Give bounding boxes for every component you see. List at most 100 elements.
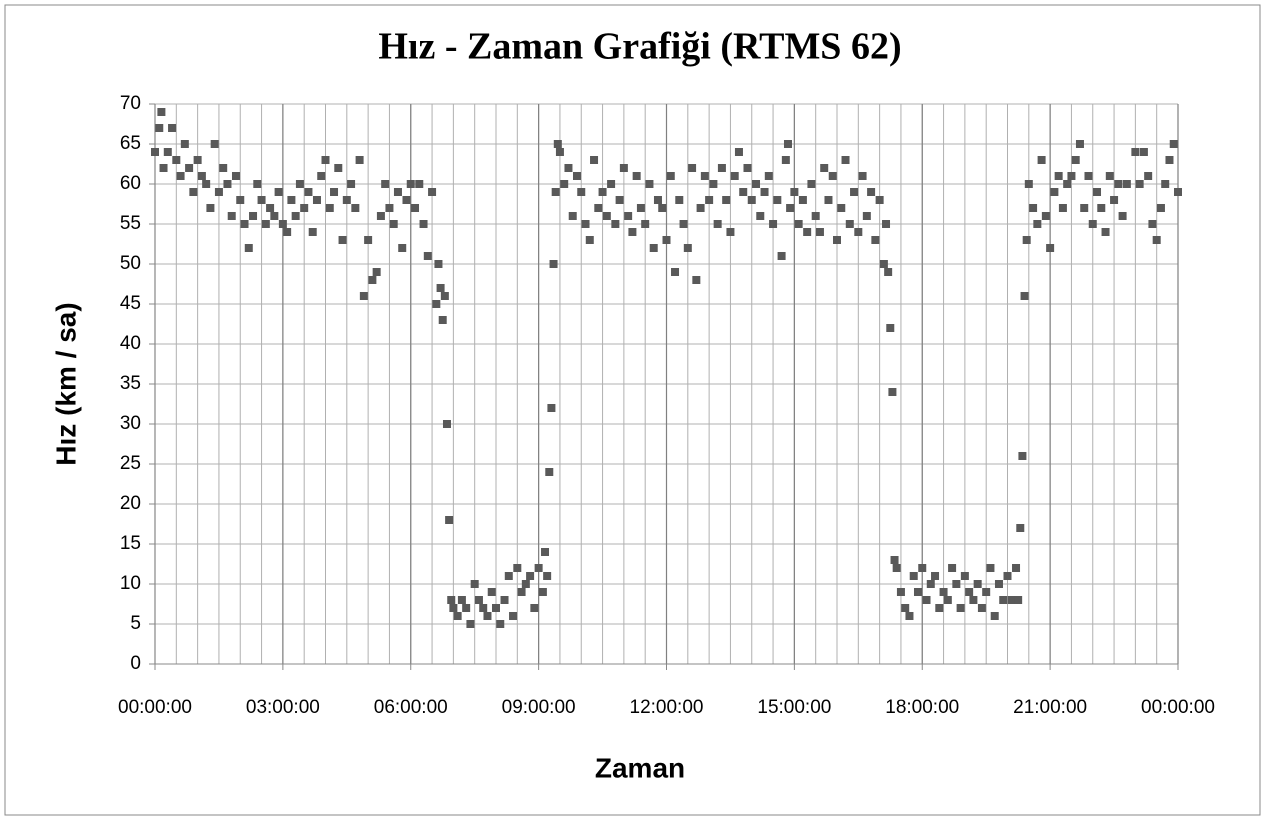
point bbox=[879, 260, 888, 268]
point bbox=[240, 220, 249, 228]
point bbox=[602, 212, 611, 220]
point bbox=[700, 172, 709, 180]
point bbox=[219, 164, 228, 172]
point bbox=[1088, 220, 1097, 228]
point bbox=[308, 228, 317, 236]
point bbox=[752, 180, 761, 188]
point bbox=[261, 220, 270, 228]
point bbox=[709, 180, 718, 188]
point bbox=[189, 188, 198, 196]
point bbox=[483, 612, 492, 620]
point bbox=[359, 292, 368, 300]
point bbox=[159, 164, 168, 172]
point bbox=[1054, 172, 1063, 180]
point bbox=[157, 108, 166, 116]
point bbox=[549, 260, 558, 268]
point bbox=[994, 580, 1003, 588]
point bbox=[798, 196, 807, 204]
point bbox=[747, 196, 756, 204]
point bbox=[1063, 180, 1072, 188]
point bbox=[786, 204, 795, 212]
point bbox=[882, 220, 891, 228]
y-tick-label: 30 bbox=[120, 413, 141, 434]
point bbox=[1084, 172, 1093, 180]
point bbox=[671, 268, 680, 276]
point bbox=[560, 180, 569, 188]
point bbox=[662, 236, 671, 244]
point bbox=[274, 188, 283, 196]
point bbox=[901, 604, 910, 612]
y-tick-label: 65 bbox=[120, 133, 141, 154]
point bbox=[888, 388, 897, 396]
point bbox=[922, 596, 931, 604]
point bbox=[278, 220, 287, 228]
point bbox=[1093, 188, 1102, 196]
point bbox=[1144, 172, 1153, 180]
point bbox=[1156, 204, 1165, 212]
point bbox=[585, 236, 594, 244]
point bbox=[717, 164, 726, 172]
point bbox=[1110, 196, 1119, 204]
point bbox=[1012, 564, 1021, 572]
x-tick-label: 09:00:00 bbox=[502, 697, 576, 718]
point bbox=[462, 604, 471, 612]
point bbox=[973, 580, 982, 588]
point bbox=[858, 172, 867, 180]
point bbox=[210, 140, 219, 148]
point bbox=[969, 596, 978, 604]
point bbox=[577, 188, 586, 196]
point bbox=[553, 140, 562, 148]
point bbox=[977, 604, 986, 612]
y-tick-label: 35 bbox=[120, 373, 141, 394]
point bbox=[683, 244, 692, 252]
y-tick-label: 5 bbox=[130, 613, 141, 634]
point bbox=[389, 220, 398, 228]
point bbox=[1169, 140, 1178, 148]
point bbox=[521, 580, 530, 588]
point bbox=[986, 564, 995, 572]
point bbox=[948, 564, 957, 572]
point bbox=[1148, 220, 1157, 228]
point bbox=[202, 180, 211, 188]
y-tick-label: 15 bbox=[120, 533, 141, 554]
point bbox=[474, 596, 483, 604]
point bbox=[500, 596, 509, 604]
point bbox=[1101, 228, 1110, 236]
point bbox=[151, 148, 159, 156]
point bbox=[372, 268, 381, 276]
point bbox=[990, 612, 999, 620]
point bbox=[811, 212, 820, 220]
point bbox=[734, 148, 743, 156]
point bbox=[479, 604, 488, 612]
point bbox=[393, 188, 402, 196]
point bbox=[453, 612, 462, 620]
x-tick-label: 18:00:00 bbox=[885, 697, 959, 718]
point bbox=[926, 580, 935, 588]
point bbox=[594, 204, 603, 212]
point bbox=[547, 404, 556, 412]
point bbox=[266, 204, 275, 212]
y-tick-label: 0 bbox=[130, 653, 141, 674]
point bbox=[406, 180, 415, 188]
point bbox=[884, 268, 893, 276]
point bbox=[438, 316, 447, 324]
point bbox=[956, 604, 965, 612]
point bbox=[773, 196, 782, 204]
point bbox=[837, 204, 846, 212]
point bbox=[381, 180, 390, 188]
y-tick-label: 40 bbox=[120, 333, 141, 354]
point bbox=[931, 572, 940, 580]
point bbox=[1058, 204, 1067, 212]
point bbox=[168, 124, 177, 132]
point bbox=[355, 156, 364, 164]
point bbox=[905, 612, 914, 620]
y-axis-title: Hız (km / sa) bbox=[50, 302, 81, 465]
point bbox=[890, 556, 899, 564]
point bbox=[1165, 156, 1174, 164]
point bbox=[436, 284, 445, 292]
point bbox=[231, 172, 240, 180]
point bbox=[935, 604, 944, 612]
point bbox=[509, 612, 518, 620]
point bbox=[206, 204, 215, 212]
point bbox=[1018, 452, 1027, 460]
